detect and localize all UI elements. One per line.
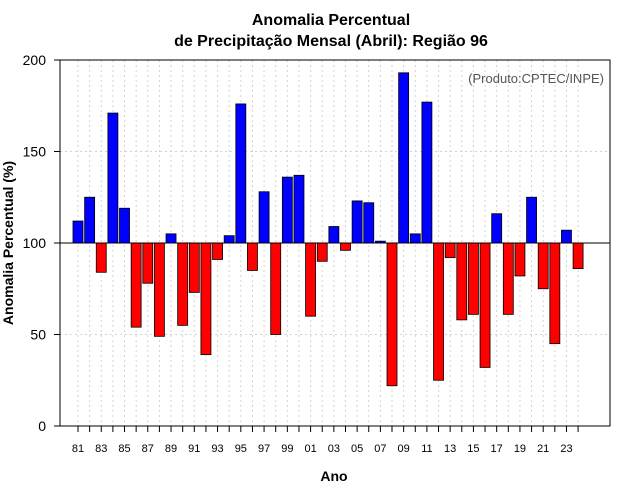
bar-86	[130, 242, 142, 328]
chart-title-line1: Anomalia Percentual	[252, 12, 410, 29]
x-tick-label: 09	[398, 443, 410, 455]
y-tick-label: 50	[30, 327, 46, 343]
bar-05	[351, 200, 363, 244]
x-tick-label: 19	[514, 443, 526, 455]
x-tick-label: 17	[491, 443, 503, 455]
bar-91	[188, 242, 200, 293]
bar-90	[177, 242, 189, 326]
bar-16	[479, 242, 491, 368]
bar-00	[293, 174, 305, 244]
bar-23	[561, 229, 572, 244]
bar-96	[247, 242, 258, 271]
x-tick-label: 01	[304, 443, 316, 455]
x-tick-label: 23	[560, 443, 572, 455]
bar-10	[409, 233, 421, 244]
y-tick-label: 200	[23, 52, 47, 68]
bar-24	[572, 242, 584, 270]
x-axis-label: Ano	[320, 468, 347, 484]
bar-93	[212, 242, 223, 260]
x-tick-label: 15	[467, 443, 479, 455]
bars-group	[72, 72, 584, 387]
x-tick-label: 95	[235, 443, 247, 455]
bar-97	[258, 191, 270, 244]
bar-17	[491, 213, 503, 244]
bar-84	[107, 112, 119, 244]
bar-98	[270, 242, 282, 335]
bar-13	[444, 242, 456, 259]
x-tick-label: 21	[537, 443, 549, 455]
x-tick-label: 93	[211, 443, 223, 455]
bar-95	[235, 103, 247, 244]
bar-19	[514, 242, 526, 277]
x-tick-label: 05	[351, 443, 363, 455]
bar-87	[142, 242, 154, 284]
x-tick-label: 97	[258, 443, 270, 455]
x-tick-label: 85	[118, 443, 130, 455]
y-tick-label: 100	[23, 235, 47, 251]
bar-09	[398, 72, 410, 244]
bar-94	[223, 235, 235, 244]
x-tick-label: 07	[374, 443, 386, 455]
bar-88	[154, 242, 165, 337]
bar-01	[305, 242, 317, 317]
y-tick-label: 0	[38, 418, 46, 434]
x-tick-label: 81	[72, 443, 84, 455]
bar-12	[433, 242, 444, 381]
bar-15	[468, 242, 479, 315]
credit-label: (Produto:CPTEC/INPE)	[468, 71, 604, 86]
bar-20	[526, 196, 537, 244]
grid-lines	[60, 60, 610, 426]
x-tick-label: 87	[142, 443, 154, 455]
x-tick-label: 91	[188, 443, 200, 455]
bar-04	[340, 242, 351, 251]
x-tick-label: 11	[421, 443, 432, 455]
bar-11	[421, 101, 433, 244]
bar-06	[363, 202, 375, 244]
x-axis: 81 83 85 87 89 91 93 95 97 99 01 03 05 07 09 11 13 15 17 19…	[72, 426, 579, 455]
y-axis-label: Anomalia Percentual (%)	[0, 161, 16, 325]
bar-14	[456, 242, 468, 321]
bar-83	[95, 242, 107, 273]
bar-85	[119, 207, 130, 244]
bar-82	[84, 196, 96, 244]
x-tick-label: 83	[95, 443, 107, 455]
x-tick-label: 89	[165, 443, 177, 455]
bar-08	[386, 242, 398, 387]
bar-18	[502, 242, 514, 315]
bar-03	[328, 226, 340, 244]
x-tick-label: 03	[328, 443, 340, 455]
bar-99	[281, 176, 293, 244]
bar-92	[200, 242, 212, 356]
bar-02	[316, 242, 328, 262]
x-tick-label: 99	[281, 443, 293, 455]
y-axis: 0 50 100 150 200	[23, 52, 60, 434]
x-tick-label: 13	[444, 443, 456, 455]
bar-21	[537, 242, 549, 290]
y-tick-label: 150	[23, 144, 47, 160]
bar-81	[72, 220, 84, 244]
chart-title-line2: de Precipitação Mensal (Abril): Região 9…	[174, 33, 488, 50]
bar-89	[165, 233, 177, 244]
bar-22	[549, 242, 561, 345]
